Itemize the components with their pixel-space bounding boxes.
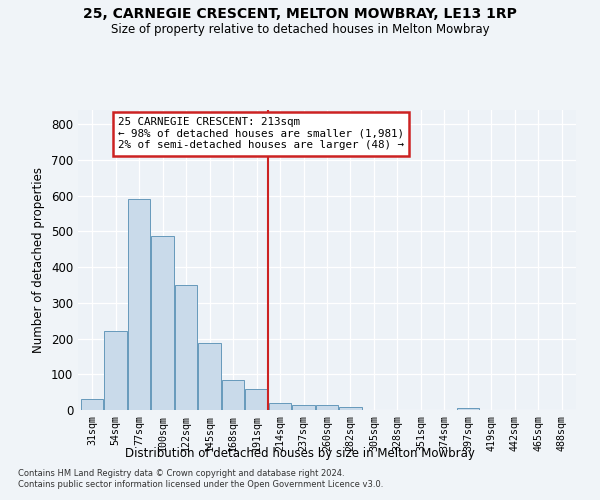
Bar (199, 343, 221, 410)
Bar (175, 285, 197, 410)
Bar (340, 407, 362, 410)
Text: 25 CARNEGIE CRESCENT: 213sqm
← 98% of detached houses are smaller (1,981)
2% of : 25 CARNEGIE CRESCENT: 213sqm ← 98% of de… (118, 117, 404, 150)
Y-axis label: Number of detached properties: Number of detached properties (32, 167, 46, 353)
Bar (81, 398, 103, 410)
Bar (269, 403, 291, 410)
Bar (104, 332, 127, 410)
Text: 25, CARNEGIE CRESCENT, MELTON MOWBRAY, LE13 1RP: 25, CARNEGIE CRESCENT, MELTON MOWBRAY, L… (83, 8, 517, 22)
Text: Distribution of detached houses by size in Melton Mowbray: Distribution of detached houses by size … (125, 448, 475, 460)
Bar (316, 406, 338, 410)
Bar (457, 408, 479, 410)
Bar (292, 404, 314, 410)
Bar (151, 236, 174, 410)
Bar (128, 200, 150, 410)
Text: Contains public sector information licensed under the Open Government Licence v3: Contains public sector information licen… (18, 480, 383, 489)
Bar (222, 380, 244, 410)
Bar (245, 388, 268, 410)
Text: Size of property relative to detached houses in Melton Mowbray: Size of property relative to detached ho… (110, 22, 490, 36)
Text: Contains HM Land Registry data © Crown copyright and database right 2024.: Contains HM Land Registry data © Crown c… (18, 468, 344, 477)
